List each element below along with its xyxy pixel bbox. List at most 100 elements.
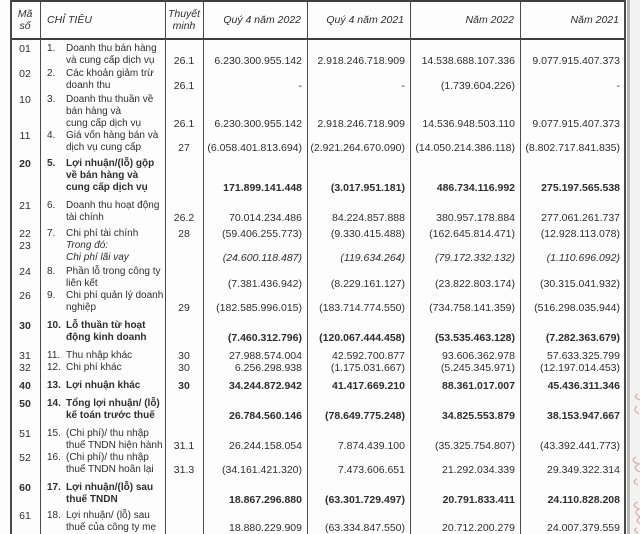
item-label: (Chi phí)/ thu nhập thuế TNDN hiện hành — [66, 428, 163, 451]
value-q4-2022: 6.230.300.955.142 — [214, 118, 302, 130]
item-label: Giá vốn hàng bán và dịch vụ cung cấp — [66, 130, 159, 153]
item-label: Lợi nhuận/(lỗ) gộp về bán hàng và cung c… — [66, 158, 155, 193]
item-label: Doanh thu hoạt động tài chính — [66, 200, 160, 223]
item-number — [47, 240, 66, 264]
value-year-2021: 9.077.915.407.373 — [532, 55, 620, 67]
item-label: Thu nhập khác — [66, 350, 133, 361]
value-year-2022: 14.536.948.503.110 — [422, 118, 515, 130]
item-number: 17. — [47, 482, 61, 493]
value-q4-2022: - — [298, 80, 303, 92]
value-q4-2021: (63.301.729.497) — [325, 494, 405, 506]
row-code: 24 — [19, 266, 31, 278]
value-q4-2022: (7.460.312.796) — [227, 332, 302, 344]
value-year-2021: - — [616, 80, 621, 92]
value-year-2021: 9.077.915.407.373 — [532, 118, 620, 130]
item-label: Chi phí quản lý doanh nghiệp — [66, 290, 164, 313]
item-label: (Chi phí)/ thu nhập thuế TNDN hoãn lại — [66, 452, 154, 475]
value-q4-2022: 6.230.300.955.142 — [214, 55, 302, 67]
value-q4-2022: (182.585.996.015) — [216, 302, 302, 314]
row-code: 30 — [19, 320, 31, 332]
red-pen-mark — [634, 393, 640, 415]
row-label: 17. Lợi nhuận/(lỗ) sau thuế TNDN — [40, 482, 165, 506]
value-year-2022: (53.535.463.128) — [435, 332, 515, 344]
table-row: 51 15. (Chi phí)/ thu nhập thuế TNDN hiện… — [10, 428, 625, 452]
row-label: 12. Chi phí khác — [40, 362, 165, 374]
row-label: 2. Các khoản giảm trừ doanh thu — [40, 68, 165, 92]
value-year-2021: (7.282.363.679) — [545, 332, 620, 344]
table-row: 22 7. Chi phí tài chính 28 (59.406.255.77… — [10, 228, 625, 240]
item-label: Doanh thu thuần về bán hàng và cung cấp … — [66, 94, 154, 129]
table-row: 10 3. Doanh thu thuần về bán hàng và cung… — [10, 94, 625, 130]
row-label: 4. Giá vốn hàng bán và dịch vụ cung cấp — [40, 130, 165, 154]
value-q4-2021: (183.714.774.550) — [319, 302, 405, 314]
value-year-2021: 24.007.379.559 — [547, 522, 620, 534]
value-q4-2021: 2.918.246.718.909 — [317, 55, 405, 67]
row-label: 7. Chi phí tài chính — [40, 228, 165, 240]
item-number: 14. — [47, 398, 61, 409]
value-q4-2021: (2.921.264.670.090) — [310, 142, 405, 154]
row-label: 10. Lỗ thuần từ hoạt động kinh doanh — [40, 320, 165, 344]
item-label: Lợi nhuận khác — [66, 380, 141, 391]
value-year-2022: (14.050.214.386.118) — [415, 142, 515, 154]
header-q4-2021: Quý 4 năm 2021 — [326, 14, 404, 26]
value-q4-2021: 42.592.700.877 — [332, 350, 405, 362]
value-year-2022: 21.292.034.339 — [442, 464, 515, 476]
row-code: 26 — [19, 290, 31, 302]
value-q4-2022: (59.406.255.773) — [222, 228, 302, 240]
item-number: 13. — [47, 380, 61, 391]
item-label: Lợi nhuận/(lỗ) sau thuế TNDN — [66, 482, 154, 505]
item-number: 18. — [47, 510, 61, 521]
row-code: 22 — [19, 228, 31, 240]
row-code: 60 — [19, 482, 31, 494]
row-code: 11 — [19, 130, 31, 142]
value-q4-2021: 2.918.246.718.909 — [317, 118, 405, 130]
value-year-2022: (79.172.332.132) — [435, 252, 515, 264]
row-label: 15. (Chi phí)/ thu nhập thuế TNDN hiện hà… — [40, 428, 165, 452]
row-code: 23 — [19, 240, 31, 252]
header-bottom-border — [10, 38, 626, 40]
row-note: 26.2 — [173, 212, 195, 224]
item-number: 10. — [47, 320, 61, 331]
value-year-2022: 380.957.178.884 — [436, 212, 515, 224]
value-q4-2021: (9.330.415.488) — [330, 228, 405, 240]
item-number: 7. — [47, 228, 56, 239]
row-note: 26.1 — [173, 80, 195, 92]
value-year-2022: 14.538.688.107.336 — [421, 55, 515, 67]
row-code: 10 — [19, 94, 31, 106]
value-q4-2021: 84.224.857.888 — [332, 212, 405, 224]
value-q4-2022: 18.867.296.880 — [229, 494, 302, 506]
row-note: 28 — [178, 228, 190, 240]
row-note: 30 — [178, 380, 190, 392]
value-year-2021: 29.349.322.314 — [547, 464, 620, 476]
page-edge-shadow — [627, 0, 630, 534]
value-year-2021: 277.061.261.737 — [541, 212, 620, 224]
value-year-2022: 34.825.553.879 — [442, 410, 515, 422]
item-number: 8. — [47, 266, 56, 277]
value-q4-2021: 41.417.669.210 — [332, 380, 405, 392]
row-note: 29 — [178, 302, 190, 314]
value-q4-2021: (78.649.775.248) — [325, 410, 405, 422]
value-q4-2021: (63.334.847.550) — [325, 522, 405, 534]
header-year-2021: Năm 2021 — [570, 14, 619, 26]
table-row: 24 8. Phần lỗ trong công ty liên kết (7.3… — [10, 266, 625, 290]
value-year-2021: 45.436.311.346 — [547, 380, 620, 392]
value-year-2022: (734.758.141.359) — [429, 302, 515, 314]
row-label: 11. Thu nhập khác — [40, 350, 165, 362]
value-q4-2021: (8.229.161.127) — [330, 278, 405, 290]
value-year-2022: (35.325.754.807) — [435, 440, 515, 452]
row-note: 30 — [178, 362, 190, 374]
table-row: 01 1. Doanh thu bán hàng và cung cấp dịch… — [10, 43, 625, 67]
table-row-subtotal: 30 10. Lỗ thuần từ hoạt động kinh doanh (… — [10, 320, 625, 344]
row-code: 61 — [19, 510, 31, 522]
value-q4-2022: 27.988.574.004 — [229, 350, 302, 362]
value-q4-2022: (6.058.401.813.694) — [207, 142, 302, 154]
value-q4-2022: 6.256.298.938 — [234, 362, 302, 374]
table-row: 11 4. Giá vốn hàng bán và dịch vụ cung cấ… — [10, 130, 625, 154]
table-body: 01 1. Doanh thu bán hàng và cung cấp dịch… — [10, 40, 625, 534]
table-row: 21 6. Doanh thu hoạt động tài chính 26.2 … — [10, 200, 625, 224]
row-label: 3. Doanh thu thuần về bán hàng và cung cấ… — [40, 94, 165, 130]
value-q4-2021: (1.175.031.667) — [330, 362, 405, 374]
value-year-2021: (516.298.035.944) — [534, 302, 620, 314]
item-label: Các khoản giảm trừ doanh thu — [66, 68, 154, 91]
row-code: 51 — [19, 428, 31, 440]
